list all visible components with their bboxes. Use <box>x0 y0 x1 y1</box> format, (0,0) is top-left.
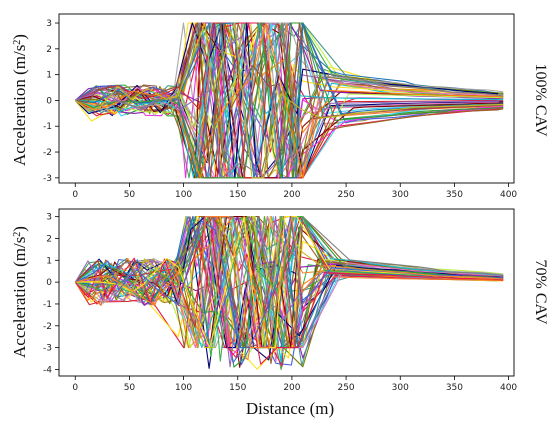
series-line <box>74 216 504 365</box>
x-tick-label: 50 <box>124 383 136 393</box>
x-tick-label: 300 <box>392 383 409 393</box>
x-tick-label: 400 <box>500 383 517 393</box>
panel-100-cav-x-ticks: 0 50 100 150 200 250 300 350 400 <box>72 183 517 200</box>
panel-70-cav-ylabel: Acceleration (m/s2) <box>10 226 29 358</box>
panel-100-cav-ylabel: Acceleration (m/s2) <box>10 34 29 166</box>
y-tick-label: 3 <box>46 19 52 29</box>
series-line <box>75 22 504 179</box>
y-tick-label: -2 <box>43 148 52 158</box>
x-tick-label: 350 <box>446 190 463 200</box>
x-tick-label: 200 <box>283 190 300 200</box>
y-tick-label: -3 <box>43 174 52 184</box>
x-tick-label: 200 <box>283 383 300 393</box>
panel-70-cav-y-ticks: -4 -3 -2 -1 0 1 2 3 <box>43 213 59 375</box>
y-tick-label: -1 <box>43 122 52 132</box>
series-line <box>74 22 504 179</box>
y-tick-label: 1 <box>46 256 52 266</box>
x-tick-label: 150 <box>229 383 246 393</box>
series-line <box>74 22 504 129</box>
panel-70-cav: 0 50 100 150 200 250 300 350 400 -4 -3 -2 -1 0 1 2 3 Ac… <box>10 208 549 393</box>
panel-100-cav: 0 50 100 150 200 250 300 350 400 -3 -2 -1 0 1 2 3 Acce… <box>10 13 549 200</box>
y-tick-label: -2 <box>43 322 52 332</box>
x-tick-label: 250 <box>337 190 354 200</box>
x-tick-label: 0 <box>72 190 78 200</box>
panel-100-cav-y-ticks: -3 -2 -1 0 1 2 3 <box>43 19 59 184</box>
panel-100-cav-series <box>74 22 504 179</box>
series-line <box>75 216 504 349</box>
panel-70-cav-series <box>74 216 504 371</box>
x-tick-label: 50 <box>124 190 136 200</box>
panel-100-cav-frame <box>58 13 515 184</box>
y-tick-label: 1 <box>46 71 52 81</box>
panel-70-cav-side-label: 70% CAV <box>532 259 549 324</box>
x-tick-label: 300 <box>392 190 409 200</box>
x-tick-label: 0 <box>72 383 78 393</box>
panel-70-cav-x-ticks: 0 50 100 150 200 250 300 350 400 <box>72 376 517 393</box>
series-line <box>75 22 504 179</box>
panel-70-cav-frame <box>58 208 515 377</box>
series-line <box>74 22 504 179</box>
series-line <box>75 216 504 361</box>
y-tick-label: 0 <box>46 278 52 288</box>
x-tick-label: 350 <box>446 383 463 393</box>
series-line <box>75 22 504 179</box>
series-line <box>75 216 504 326</box>
x-tick-label: 100 <box>175 190 192 200</box>
y-tick-label: 0 <box>46 96 52 106</box>
series-line <box>75 34 500 179</box>
y-tick-label: -4 <box>43 365 52 375</box>
series-line <box>75 22 504 179</box>
y-tick-label: -1 <box>43 300 52 310</box>
y-tick-label: -3 <box>43 344 52 354</box>
y-tick-label: 3 <box>46 213 52 223</box>
x-tick-label: 250 <box>337 383 354 393</box>
x-tick-label: 150 <box>229 190 246 200</box>
x-tick-label: 400 <box>500 190 517 200</box>
panel-100-cav-side-label: 100% CAV <box>532 63 549 136</box>
y-tick-label: 2 <box>46 234 52 244</box>
x-tick-label: 100 <box>175 383 192 393</box>
series-line <box>75 22 504 179</box>
y-tick-label: 2 <box>46 45 52 55</box>
x-axis-label: Distance (m) <box>246 399 334 418</box>
